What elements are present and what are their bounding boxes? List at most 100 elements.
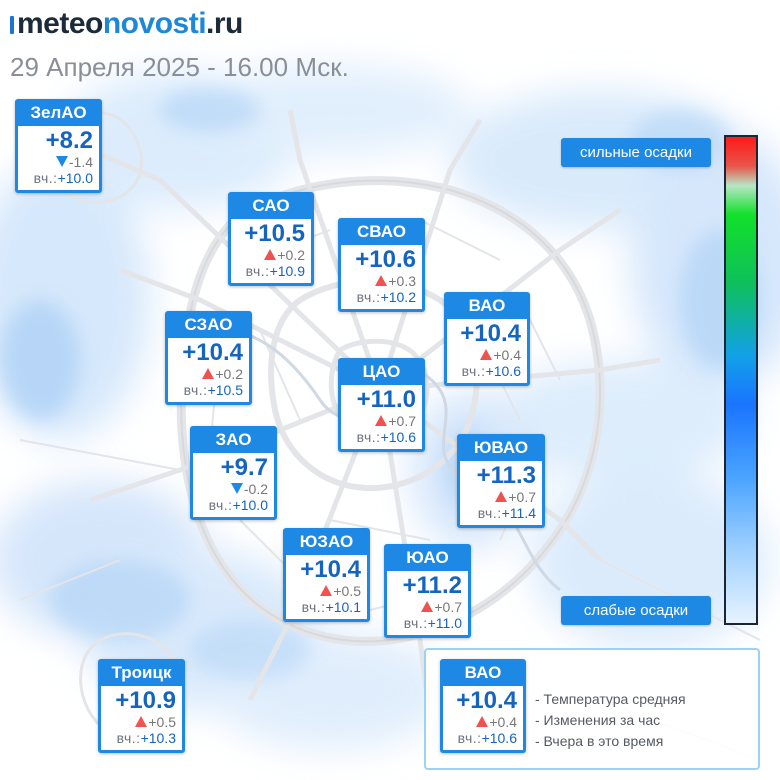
district-temperature: +11.3	[476, 462, 536, 489]
yesterday-label: вч.:	[477, 505, 502, 521]
hourly-change-value: -1.4	[68, 154, 93, 170]
yesterday-temperature: вч.:+10.5	[168, 382, 249, 402]
hourly-change-value: +0.5	[333, 583, 361, 599]
district-temperature: +10.4	[460, 320, 521, 347]
district-card-szao: СЗАО +10.4 +0.2 вч.:+10.5	[165, 311, 252, 405]
yesterday-temperature: вч.:+10.6	[447, 363, 527, 383]
district-card-zelao: ЗелАО +8.2 -1.4 вч.:+10.0	[15, 99, 102, 193]
logo-text-domain: .ru	[206, 7, 243, 40]
district-name: ЗАО	[193, 429, 274, 453]
yesterday-value: +10.6	[380, 429, 416, 445]
yesterday-value: +10.5	[207, 382, 243, 398]
district-name: СВАО	[341, 221, 422, 245]
yesterday-label: вч.:	[33, 170, 58, 186]
scale-label-heavy: сильные осадки	[561, 138, 711, 167]
trend-arrow-icon	[202, 368, 215, 379]
yesterday-value: +10.9	[269, 263, 305, 279]
trend-arrow-icon	[375, 415, 388, 426]
yesterday-label: вч.:	[116, 730, 141, 746]
trend-arrow-icon	[421, 601, 434, 612]
hourly-change-value: +0.7	[508, 489, 536, 505]
yesterday-temperature: вч.:+10.6	[443, 730, 523, 750]
yesterday-value: +10.1	[325, 599, 361, 615]
hourly-change-value: +0.3	[388, 273, 416, 289]
legend-line-hourly-change: - Изменения за час	[535, 712, 661, 728]
trend-arrow-icon	[495, 491, 508, 502]
yesterday-label: вч.:	[457, 730, 482, 746]
yesterday-label: вч.:	[461, 363, 486, 379]
district-name: ЮВАО	[460, 437, 542, 461]
hourly-change: -1.4	[18, 154, 99, 170]
hourly-change-value: +0.5	[148, 714, 176, 730]
legend-descriptions: - Температура средняя - Изменения за час…	[535, 689, 686, 752]
legend-example-card: ВАО +10.4 +0.4 вч.:+10.6	[440, 659, 526, 753]
yesterday-label: вч.:	[183, 382, 208, 398]
yesterday-value: +10.2	[380, 289, 416, 305]
hourly-change: -0.2	[193, 481, 274, 497]
trend-arrow-icon	[55, 156, 68, 167]
hourly-change-value: +0.7	[434, 599, 462, 615]
yesterday-label: вч.:	[245, 263, 270, 279]
district-temperature: +9.7	[220, 454, 268, 481]
yesterday-temperature: вч.:+10.1	[286, 599, 367, 619]
logo-mark-icon	[10, 16, 14, 34]
hourly-change: +0.5	[101, 714, 182, 730]
hourly-change: +0.3	[341, 273, 422, 289]
district-card-svao: СВАО +10.6 +0.3 вч.:+10.2	[338, 218, 425, 312]
yesterday-temperature: вч.:+11.4	[460, 505, 542, 525]
district-name: ЦАО	[341, 361, 422, 385]
hourly-change: +0.7	[460, 489, 542, 505]
district-temperature: +10.4	[456, 687, 517, 714]
hourly-change: +0.4	[447, 347, 527, 363]
district-temperature: +10.9	[115, 687, 176, 714]
yesterday-temperature: вч.:+10.2	[341, 289, 422, 309]
trend-arrow-icon	[135, 716, 148, 727]
district-temperature: +11.0	[356, 386, 416, 413]
district-name: ЮЗАО	[286, 531, 367, 555]
district-temperature: +10.5	[244, 220, 305, 247]
logo-text-novosti: novosti	[102, 7, 207, 40]
yesterday-temperature: вч.:+11.0	[387, 615, 468, 635]
site-logo: meteonovosti.ru	[10, 4, 243, 44]
yesterday-value: +10.0	[57, 170, 93, 186]
yesterday-value: +10.3	[140, 730, 176, 746]
trend-arrow-icon	[476, 716, 489, 727]
logo-text-meteo: meteo	[17, 7, 103, 40]
trend-arrow-icon	[264, 249, 277, 260]
hourly-change-value: +0.2	[215, 366, 243, 382]
yesterday-value: +11.4	[501, 505, 536, 521]
precipitation-scale-bar	[724, 135, 758, 625]
district-name: ВАО	[443, 662, 523, 686]
district-card-troitsk: Троицк +10.9 +0.5 вч.:+10.3	[98, 659, 185, 753]
district-name: ЗелАО	[18, 102, 99, 126]
district-name: СЗАО	[168, 314, 249, 338]
district-card-yuao: ЮАО +11.2 +0.7 вч.:+11.0	[384, 544, 471, 638]
yesterday-value: +10.6	[485, 363, 521, 379]
legend-line-yesterday: - Вчера в это время	[535, 733, 664, 749]
yesterday-value: +11.0	[427, 615, 462, 631]
yesterday-temperature: вч.:+10.3	[101, 730, 182, 750]
trend-arrow-icon	[375, 275, 388, 286]
district-name: ВАО	[447, 295, 527, 319]
report-datetime: 29 Апреля 2025 - 16.00 Мск.	[10, 52, 349, 82]
hourly-change-value: +0.7	[388, 413, 416, 429]
district-temperature: +10.4	[182, 339, 243, 366]
legend-line-average-temp: - Температура средняя	[535, 691, 686, 707]
trend-arrow-icon	[230, 483, 243, 494]
district-name: ЮАО	[387, 547, 468, 571]
district-card-yuvao: ЮВАО +11.3 +0.7 вч.:+11.4	[457, 434, 545, 528]
district-temperature: +8.2	[45, 127, 93, 154]
yesterday-label: вч.:	[356, 289, 381, 305]
yesterday-temperature: вч.:+10.0	[193, 497, 274, 517]
district-temperature: +10.4	[300, 556, 361, 583]
trend-arrow-icon	[480, 349, 493, 360]
yesterday-label: вч.:	[301, 599, 326, 615]
hourly-change: +0.7	[341, 413, 422, 429]
district-temperature: +10.6	[355, 246, 416, 273]
hourly-change-value: -0.2	[243, 481, 268, 497]
district-card-zao: ЗАО +9.7 -0.2 вч.:+10.0	[190, 426, 277, 520]
yesterday-temperature: вч.:+10.6	[341, 429, 422, 449]
trend-arrow-icon	[320, 585, 333, 596]
yesterday-label: вч.:	[208, 497, 233, 513]
hourly-change: +0.2	[168, 366, 249, 382]
